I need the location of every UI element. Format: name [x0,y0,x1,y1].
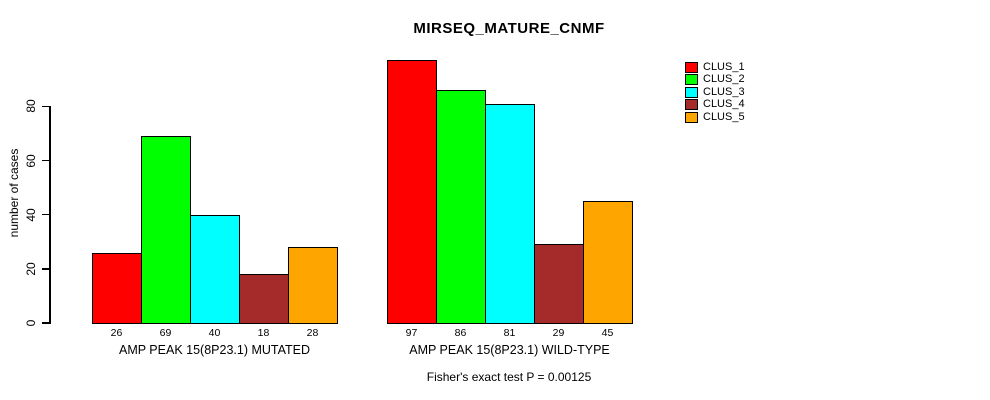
bar-value-label: 81 [503,327,516,339]
x-axis-group-label: AMP PEAK 15(8P23.1) MUTATED [118,343,311,357]
legend-label: CLUS_1 [703,61,745,73]
legend-swatch-clus_3 [685,86,698,98]
legend-label: CLUS_5 [703,110,745,123]
bar-value-label: 69 [159,327,172,339]
bar-clus_4-group2 [534,244,584,324]
y-axis-tick-label: 0 [24,319,38,327]
bar-clus_5-group2 [583,201,633,324]
bar-value-label: 28 [306,327,319,339]
bar-clus_1-group1 [92,252,142,324]
bar-value-label: 86 [454,327,467,339]
bar-value-label: 45 [601,327,614,339]
bar-clus_3-group1 [190,214,240,324]
y-axis-tick-label: 80 [24,99,38,114]
bar-clus_1-group2 [387,60,437,324]
bar-value-label: 97 [405,327,418,339]
legend-swatch-clus_5 [685,111,698,123]
y-axis-tick-label: 60 [24,153,38,168]
y-axis-label: number of cases [7,148,21,238]
y-axis-tick [42,268,50,270]
bar-clus_4-group1 [239,274,289,324]
bar-value-label: 18 [257,327,270,339]
bar-clus_5-group1 [288,247,338,324]
y-axis-tick [42,159,50,162]
y-axis-tick-label: 40 [24,208,38,222]
bar-clus_2-group2 [436,90,486,324]
legend-label: CLUS_4 [703,98,745,111]
bar-value-label: 26 [110,327,123,339]
legend-label: CLUS_2 [703,73,745,86]
legend-swatch-clus_1 [685,62,698,73]
legend-swatch-clus_2 [685,74,698,86]
chart-title: MIRSEQ_MATURE_CNMF [413,20,605,37]
legend-swatch-clus_4 [685,99,698,111]
bar-value-label: 29 [552,327,565,339]
x-axis-group-label: AMP PEAK 15(8P23.1) WILD-TYPE [409,343,610,357]
pvalue-caption: Fisher's exact test P = 0.00125 [426,370,592,384]
bar-value-label: 40 [208,327,221,339]
y-axis-tick [42,213,50,216]
y-axis-tick-label: 20 [24,262,38,276]
bar-clus_2-group1 [141,136,191,324]
y-axis-tick [42,105,50,108]
y-axis-tick [42,322,50,324]
legend-label: CLUS_3 [703,85,745,98]
bar-clus_3-group2 [485,103,535,324]
